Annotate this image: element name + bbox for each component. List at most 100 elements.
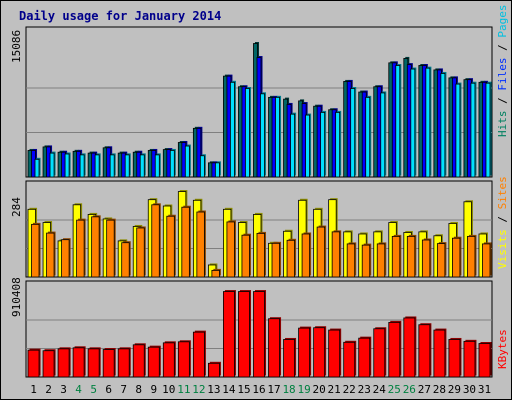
bar-pages-day-13 (214, 162, 220, 178)
bar-kbytes-day-7 (117, 348, 130, 378)
legend-pages: Pages (496, 5, 509, 38)
bar-sites-day-7 (121, 242, 130, 278)
bar-sites-day-20 (316, 226, 326, 278)
bar-sites-day-2 (46, 232, 55, 278)
legend-separator: / (496, 209, 509, 229)
bar-kbytes-day-30 (463, 340, 476, 378)
bar-sites-day-22 (346, 243, 356, 278)
bar-sites-day-26 (406, 235, 416, 278)
x-tick-label-day-14: 14 (222, 383, 236, 396)
bar-kbytes-day-22 (343, 341, 356, 378)
x-tick-label-day-17: 17 (267, 383, 280, 396)
bar-pages-day-20 (320, 112, 326, 178)
bar-pages-day-31 (485, 82, 491, 178)
bar-pages-day-18 (290, 113, 295, 178)
bar-sites-day-27 (421, 239, 431, 278)
bar-sites-day-29 (452, 237, 461, 278)
bar-kbytes-day-9 (147, 346, 160, 378)
x-tick-label-day-9: 9 (150, 383, 157, 396)
x-tick-label-day-18: 18 (282, 383, 295, 396)
bar-pages-day-11 (184, 145, 190, 178)
bar-files-day-12 (196, 127, 202, 178)
bar-sites-day-9 (151, 204, 160, 278)
x-tick-label-day-1: 1 (30, 383, 37, 396)
bar-pages-day-14 (230, 81, 235, 178)
bar-sites-day-13 (211, 269, 220, 278)
bar-kbytes-day-11 (177, 341, 190, 378)
bar-sites-day-17 (271, 242, 280, 278)
bar-kbytes-day-28 (433, 329, 446, 378)
bar-kbytes-day-1 (27, 349, 40, 378)
bar-kbytes-day-21 (328, 329, 341, 378)
bar-sites-day-4 (76, 219, 85, 278)
x-tick-label-day-20: 20 (313, 383, 326, 396)
x-tick-label-day-30: 30 (463, 383, 476, 396)
x-tick-label-day-12: 12 (192, 383, 205, 396)
panel-2-legend: KBytes (496, 329, 509, 369)
bar-kbytes-day-14 (223, 291, 235, 378)
bar-pages-day-24 (380, 92, 386, 178)
bar-sites-day-5 (91, 216, 100, 278)
x-tick-label-day-15: 15 (237, 383, 250, 396)
bar-pages-day-3 (64, 153, 70, 178)
bar-sites-day-12 (196, 211, 205, 278)
bar-kbytes-day-16 (253, 291, 265, 378)
bar-pages-day-28 (440, 73, 446, 178)
bar-kbytes-day-3 (57, 348, 70, 378)
bar-pages-day-27 (425, 67, 431, 178)
x-tick-label-day-27: 27 (418, 383, 431, 396)
bar-sites-day-30 (467, 235, 476, 278)
bar-pages-day-1 (34, 158, 40, 178)
bar-kbytes-day-10 (162, 342, 175, 378)
bar-sites-day-8 (136, 227, 145, 278)
bar-pages-day-2 (49, 152, 55, 178)
bar-sites-day-1 (31, 223, 40, 278)
bar-sites-day-24 (376, 243, 386, 278)
bar-sites-day-15 (241, 234, 250, 278)
bar-kbytes-day-15 (238, 291, 250, 378)
bar-sites-day-31 (482, 243, 491, 278)
bar-sites-day-19 (301, 233, 311, 278)
x-tick-label-day-29: 29 (448, 383, 461, 396)
x-tick-label-day-7: 7 (120, 383, 127, 396)
x-tick-label-day-10: 10 (162, 383, 175, 396)
bar-pages-day-17 (275, 96, 280, 178)
bar-pages-day-9 (154, 154, 160, 178)
bar-kbytes-day-4 (72, 347, 85, 378)
x-tick-label-day-28: 28 (433, 383, 446, 396)
x-tick-label-day-5: 5 (90, 383, 97, 396)
bar-kbytes-day-26 (403, 317, 416, 378)
bar-kbytes-day-25 (388, 321, 401, 378)
legend-hits: Hits (496, 111, 509, 138)
bar-kbytes-day-8 (132, 344, 145, 378)
bar-sites-day-14 (226, 221, 235, 278)
bar-kbytes-day-20 (313, 327, 326, 378)
x-tick-label-day-31: 31 (478, 383, 491, 396)
bar-kbytes-day-19 (298, 327, 311, 378)
bar-sites-day-21 (331, 231, 341, 278)
bar-sites-day-11 (181, 206, 190, 278)
bar-pages-day-6 (109, 154, 115, 178)
x-tick-label-day-11: 11 (177, 383, 190, 396)
panel-0-max-label: 15086 (10, 30, 23, 63)
bar-kbytes-day-6 (102, 349, 115, 378)
panel-0-legend: Hits / Files / Pages (496, 5, 509, 138)
x-tick-label-day-23: 23 (358, 383, 371, 396)
bar-sites-day-23 (361, 244, 371, 278)
bar-pages-day-22 (350, 88, 356, 178)
panel-1-max-label: 284 (10, 197, 23, 217)
bar-pages-day-23 (365, 96, 371, 178)
bar-pages-day-8 (139, 154, 145, 178)
x-tick-label-day-4: 4 (75, 383, 82, 396)
bar-kbytes-day-5 (87, 348, 100, 378)
bar-kbytes-day-31 (478, 343, 491, 378)
bar-sites-day-6 (106, 219, 115, 278)
bar-kbytes-day-17 (268, 318, 280, 378)
x-tick-label-day-3: 3 (60, 383, 67, 396)
bar-pages-day-19 (305, 114, 311, 178)
bar-pages-day-26 (410, 68, 416, 178)
legend-separator: / (496, 91, 509, 111)
x-tick-label-day-21: 21 (328, 383, 341, 396)
bar-pages-day-5 (94, 154, 100, 178)
bar-sites-day-16 (256, 232, 265, 278)
